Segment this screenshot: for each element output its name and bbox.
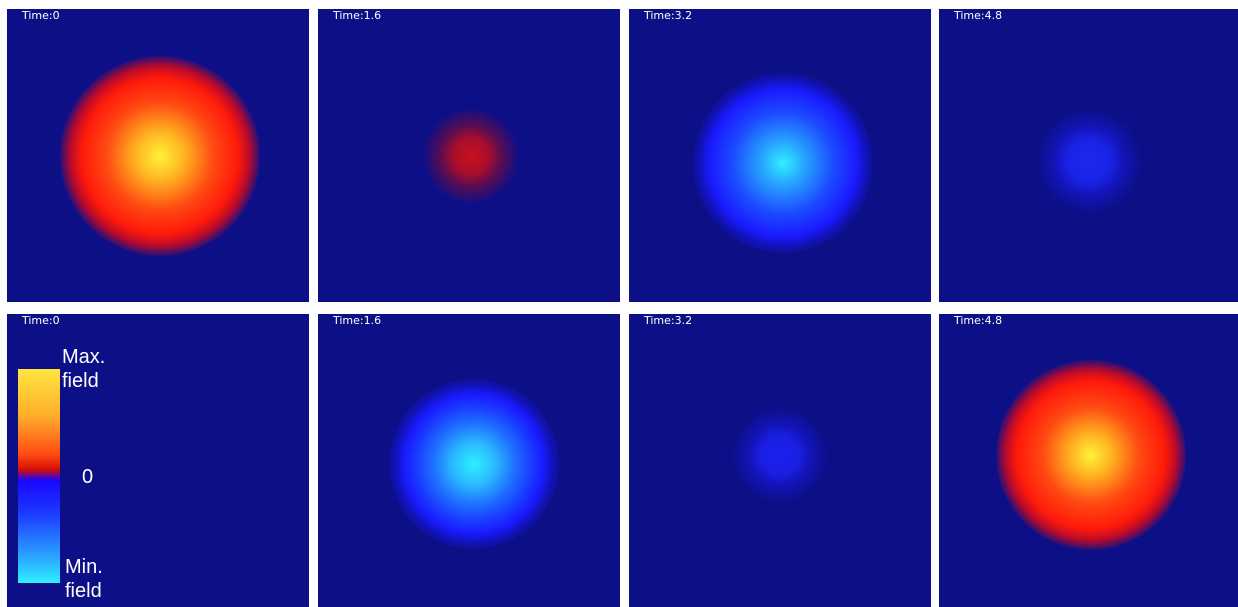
legend-max-label: Max. field <box>62 346 106 392</box>
time-label: Time:4.8 <box>954 9 1003 22</box>
legend-min-label: Min. field <box>65 556 103 602</box>
field-panel-row2-t1.6: Time:1.6 <box>318 314 620 607</box>
field-blob <box>60 56 260 256</box>
time-label: Time:0 <box>22 9 60 22</box>
field-blob <box>693 73 873 253</box>
time-label: Time:1.6 <box>333 9 382 22</box>
field-blob <box>725 400 835 510</box>
time-label: Time:0 <box>22 314 60 327</box>
field-blob <box>1029 101 1149 221</box>
field-panel-row2-t4.8: Time:4.8 <box>939 314 1238 607</box>
field-blob <box>414 99 528 213</box>
field-blob <box>389 379 559 549</box>
time-label: Time:1.6 <box>333 314 382 327</box>
time-label: Time:4.8 <box>954 314 1003 327</box>
field-panel-row2-t0: Time:0 Max. field 0 Min. field <box>7 314 309 607</box>
colorbar-legend: Max. field 0 Min. field <box>18 346 128 607</box>
field-blob <box>996 360 1186 550</box>
field-panel-row1-t3.2: Time:3.2 <box>629 9 931 302</box>
time-label: Time:3.2 <box>644 9 693 22</box>
field-panel-row1-t1.6: Time:1.6 <box>318 9 620 302</box>
field-panel-row1-t0: Time:0 <box>7 9 309 302</box>
field-panel-row1-t4.8: Time:4.8 <box>939 9 1238 302</box>
field-panel-row2-t3.2: Time:3.2 <box>629 314 931 607</box>
time-label: Time:3.2 <box>644 314 693 327</box>
legend-zero-label: 0 <box>82 466 94 488</box>
colorbar <box>18 369 60 583</box>
